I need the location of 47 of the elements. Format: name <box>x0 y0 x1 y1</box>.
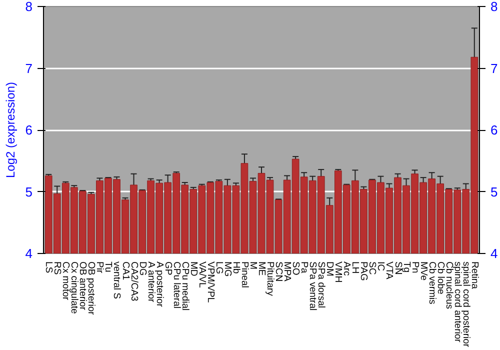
x-tick-label: GP <box>162 262 174 276</box>
x-tick-label: VMH <box>332 262 344 283</box>
y2-tick-label: 7 <box>490 60 498 76</box>
x-tick-label: RS <box>52 262 63 275</box>
x-tick-label: SPa dorsal <box>316 262 327 308</box>
x-tick-label: MPA <box>282 262 293 282</box>
x-tick-label: SO <box>290 262 302 276</box>
y-tick-label: 6 <box>25 122 33 138</box>
x-tick-label: Tg <box>400 262 412 273</box>
x-tick-label: Pa <box>298 262 310 274</box>
x-tick-label: ME <box>256 262 267 276</box>
x-tick-label: SCN <box>273 262 284 282</box>
y2-tick-label: 5 <box>490 184 498 200</box>
x-tick-label: Cx cingulate <box>68 262 80 314</box>
x-tick-label: OB anterior <box>77 262 88 310</box>
x-tick-label: Pn <box>409 262 420 274</box>
y2-tick-label: 8 <box>490 0 498 14</box>
x-tick-label: LS <box>43 262 54 274</box>
x-tick-label: Tu <box>102 262 114 272</box>
x-tick-label: PAG <box>358 262 370 281</box>
x-tick-label: ventral S <box>111 262 122 299</box>
x-tick-label: MVe <box>418 262 429 281</box>
x-tick-label: spinal cord posterior <box>460 262 472 348</box>
x-tick-label: SPa ventral <box>307 262 318 311</box>
y-axis-title: Log2 (expression) <box>3 82 18 178</box>
y2-tick-label: 4 <box>490 246 498 261</box>
x-tick-label: Arc <box>341 262 352 276</box>
x-tick-label: DM <box>324 262 336 276</box>
x-tick-label: Pir <box>94 262 106 274</box>
x-tick-label: spinal cord anterior <box>452 262 463 342</box>
y2-tick-label: 6 <box>490 122 498 138</box>
x-tick-label: VTA <box>384 262 395 280</box>
x-tick-label: A posterior <box>154 262 165 307</box>
x-tick-label: Pituitary <box>264 262 276 296</box>
x-tick-label: CA1 <box>120 262 131 280</box>
x-tick-label: OB posterior <box>86 262 97 315</box>
x-tick-label: IC <box>375 262 386 272</box>
y-tick-label: 5 <box>25 184 33 200</box>
x-tick-label: Cb vermis <box>426 262 438 305</box>
x-tick-label: LH <box>350 262 361 274</box>
x-tick-label: LG <box>213 262 224 274</box>
x-tick-label: VA/VL <box>196 262 208 288</box>
x-tick-label: SN <box>392 262 404 275</box>
x-tick-label: SC <box>366 262 378 275</box>
y-tick-label: 7 <box>25 60 33 76</box>
y-tick-label: 8 <box>25 0 33 14</box>
y-tick-label: 4 <box>25 246 33 261</box>
